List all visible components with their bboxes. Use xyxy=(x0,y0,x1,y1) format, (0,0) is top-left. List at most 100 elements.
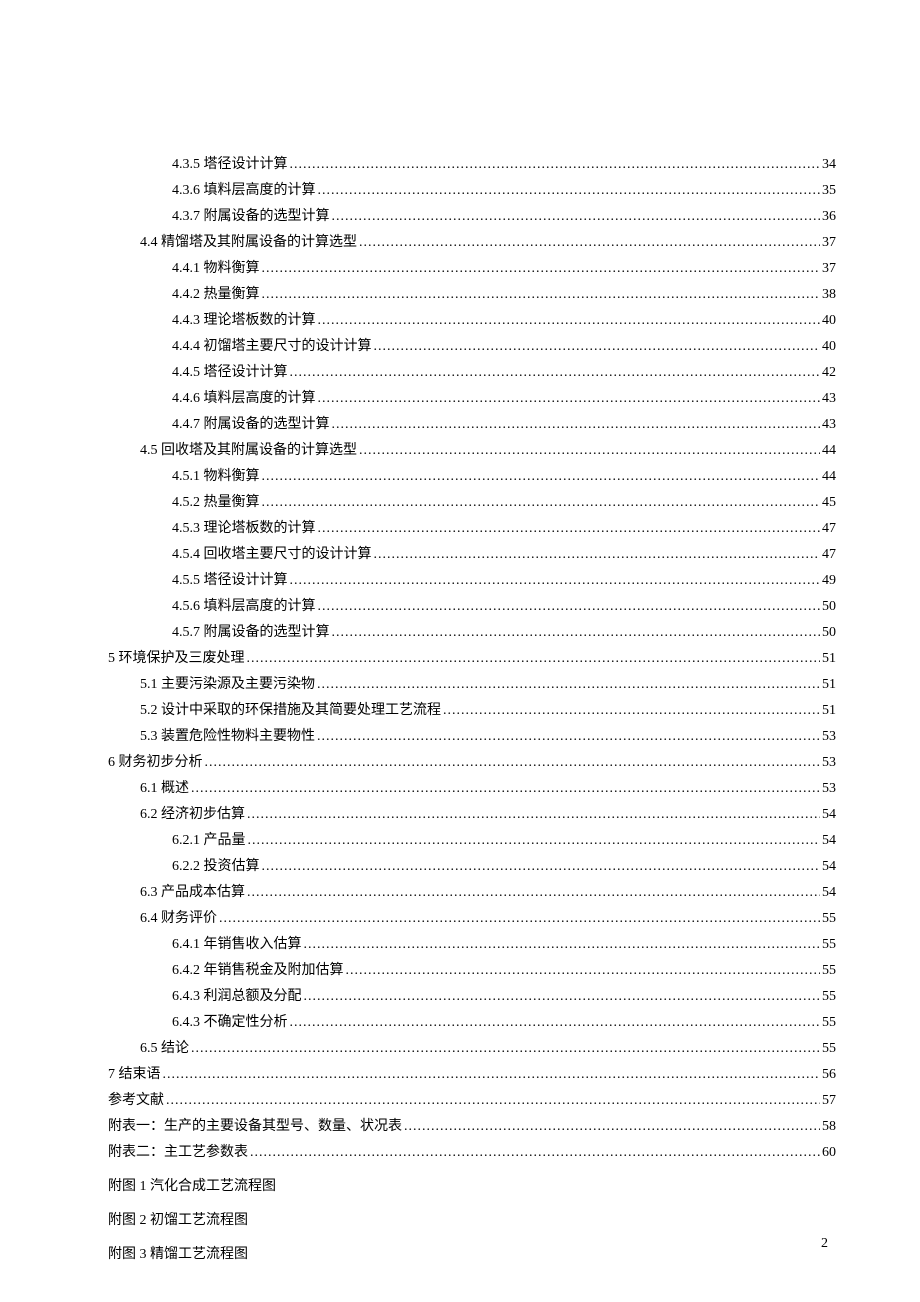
toc-entry-label: 4.5.1 物料衡算 xyxy=(172,464,260,490)
toc-entry-label: 参考文献 xyxy=(108,1088,164,1114)
toc-entry: 附图 2 初馏工艺流程图 xyxy=(108,1208,836,1234)
toc-entry-page: 53 xyxy=(822,724,836,750)
toc-dot-leader xyxy=(290,568,821,594)
toc-dot-leader xyxy=(191,776,820,802)
toc-entry-page: 58 xyxy=(822,1114,836,1140)
toc-entry: 附表二：主工艺参数表60 xyxy=(108,1140,836,1166)
toc-entry-page: 53 xyxy=(822,750,836,776)
toc-entry: 附图 3 精馏工艺流程图 xyxy=(108,1242,836,1268)
toc-entry-label: 4.5 回收塔及其附属设备的计算选型 xyxy=(140,438,357,464)
toc-entry-label: 4.5.6 填料层高度的计算 xyxy=(172,594,316,620)
toc-dot-leader xyxy=(163,1062,821,1088)
toc-entry-page: 43 xyxy=(822,386,836,412)
toc-dot-leader xyxy=(290,1010,821,1036)
toc-entry: 4.5 回收塔及其附属设备的计算选型 44 xyxy=(108,438,836,464)
toc-entry: 4.5.4 回收塔主要尺寸的设计计算47 xyxy=(108,542,836,568)
toc-entry-page: 55 xyxy=(822,958,836,984)
toc-entry-label: 4.5.7 附属设备的选型计算 xyxy=(172,620,330,646)
toc-dot-leader xyxy=(332,620,821,646)
toc-entry-page: 55 xyxy=(822,932,836,958)
toc-entry-page: 43 xyxy=(822,412,836,438)
toc-entry: 4.5.3 理论塔板数的计算47 xyxy=(108,516,836,542)
toc-entry: 4.4 精馏塔及其附属设备的计算选型 37 xyxy=(108,230,836,256)
toc-dot-leader xyxy=(304,984,821,1010)
toc-entry-label: 4.5.3 理论塔板数的计算 xyxy=(172,516,316,542)
toc-entry-label: 4.3.7 附属设备的选型计算 xyxy=(172,204,330,230)
toc-dot-leader xyxy=(359,438,820,464)
toc-entry-page: 35 xyxy=(822,178,836,204)
toc-dot-leader xyxy=(318,594,821,620)
toc-entry-label: 附表一：生产的主要设备其型号、数量、状况表 xyxy=(108,1114,402,1140)
toc-entry: 4.5.5 塔径设计计算49 xyxy=(108,568,836,594)
toc-entry: 6.2.1 产品量54 xyxy=(108,828,836,854)
toc-dot-leader xyxy=(318,516,821,542)
toc-dot-leader xyxy=(304,932,821,958)
toc-entry: 6.5 结论 55 xyxy=(108,1036,836,1062)
toc-entry-label: 附表二：主工艺参数表 xyxy=(108,1140,248,1166)
toc-entry-page: 37 xyxy=(822,230,836,256)
toc-entry: 5.2 设计中采取的环保措施及其简要处理工艺流程51 xyxy=(108,698,836,724)
toc-entry-label: 6.5 结论 xyxy=(140,1036,189,1062)
toc-entry: 4.4.1 物料衡算37 xyxy=(108,256,836,282)
toc-dot-leader xyxy=(317,672,820,698)
toc-entry-page: 42 xyxy=(822,360,836,386)
toc-entry-page: 44 xyxy=(822,438,836,464)
toc-entry: 5.1 主要污染源及主要污染物 51 xyxy=(108,672,836,698)
toc-entry: 4.4.4 初馏塔主要尺寸的设计计算40 xyxy=(108,334,836,360)
toc-entry-label: 6.4.3 不确定性分析 xyxy=(172,1010,288,1036)
toc-entry: 6.4.1 年销售收入估算55 xyxy=(108,932,836,958)
toc-entry-label: 附图 2 初馏工艺流程图 xyxy=(108,1208,248,1234)
toc-entry-page: 45 xyxy=(822,490,836,516)
toc-entry: 4.3.7 附属设备的选型计算36 xyxy=(108,204,836,230)
toc-entry: 6.4.3 不确定性分析55 xyxy=(108,1010,836,1036)
toc-entry: 4.5.6 填料层高度的计算 50 xyxy=(108,594,836,620)
toc-entry-label: 4.5.5 塔径设计计算 xyxy=(172,568,288,594)
toc-entry-page: 44 xyxy=(822,464,836,490)
toc-entry-page: 51 xyxy=(822,646,836,672)
toc-dot-leader xyxy=(166,1088,820,1114)
toc-dot-leader xyxy=(318,308,821,334)
toc-entry: 附表一：生产的主要设备其型号、数量、状况表 58 xyxy=(108,1114,836,1140)
toc-entry-label: 6.2.1 产品量 xyxy=(172,828,246,854)
toc-entry: 7 结束语56 xyxy=(108,1062,836,1088)
toc-entry-page: 51 xyxy=(822,698,836,724)
toc-entry-page: 53 xyxy=(822,776,836,802)
toc-entry: 4.4.6 填料层高度的计算43 xyxy=(108,386,836,412)
toc-dot-leader xyxy=(443,698,820,724)
toc-dot-leader xyxy=(374,334,821,360)
toc-entry-page: 51 xyxy=(822,672,836,698)
toc-entry-label: 7 结束语 xyxy=(108,1062,161,1088)
toc-dot-leader xyxy=(318,178,821,204)
toc-dot-leader xyxy=(219,906,820,932)
toc-dot-leader xyxy=(247,802,820,828)
toc-entry-label: 4.4 精馏塔及其附属设备的计算选型 xyxy=(140,230,357,256)
toc-entry-page: 57 xyxy=(822,1088,836,1114)
toc-dot-leader xyxy=(346,958,821,984)
toc-entry-page: 37 xyxy=(822,256,836,282)
toc-entry-page: 55 xyxy=(822,1036,836,1062)
toc-entry: 6.3 产品成本估算54 xyxy=(108,880,836,906)
toc-entry: 4.4.7 附属设备的选型计算 43 xyxy=(108,412,836,438)
toc-entry-label: 6.2 经济初步估算 xyxy=(140,802,245,828)
toc-entry-label: 4.5.4 回收塔主要尺寸的设计计算 xyxy=(172,542,372,568)
toc-dot-leader xyxy=(359,230,820,256)
toc-dot-leader xyxy=(404,1114,820,1140)
toc-entry-label: 4.4.4 初馏塔主要尺寸的设计计算 xyxy=(172,334,372,360)
toc-entry: 6.2.2 投资估算54 xyxy=(108,854,836,880)
toc-entry-label: 5.1 主要污染源及主要污染物 xyxy=(140,672,315,698)
toc-dot-leader xyxy=(248,828,821,854)
toc-dot-leader xyxy=(318,386,821,412)
toc-entry: 4.3.5 塔径设计计算34 xyxy=(108,152,836,178)
toc-entry-page: 50 xyxy=(822,620,836,646)
toc-entry-label: 6.4.3 利润总额及分配 xyxy=(172,984,302,1010)
toc-entry-label: 4.4.7 附属设备的选型计算 xyxy=(172,412,330,438)
toc-dot-leader xyxy=(374,542,821,568)
toc-dot-leader xyxy=(250,1140,820,1166)
toc-entry: 6.4.3 利润总额及分配55 xyxy=(108,984,836,1010)
toc-entry-label: 6.3 产品成本估算 xyxy=(140,880,245,906)
toc-entry-page: 38 xyxy=(822,282,836,308)
toc-entry: 4.5.7 附属设备的选型计算 50 xyxy=(108,620,836,646)
toc-entry-label: 附图 1 汽化合成工艺流程图 xyxy=(108,1174,276,1200)
toc-entry-page: 50 xyxy=(822,594,836,620)
toc-entry-page: 54 xyxy=(822,854,836,880)
